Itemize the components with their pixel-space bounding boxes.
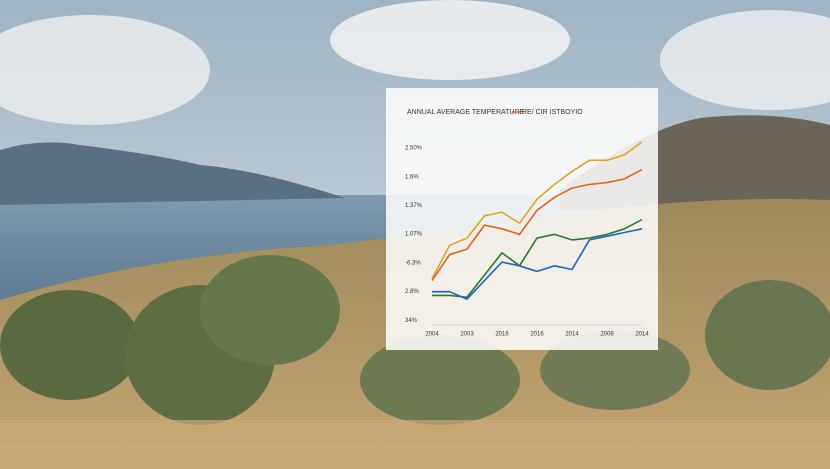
- x-tick-label: 2016: [495, 332, 509, 338]
- series-line: [431, 141, 643, 280]
- y-axis-label: 1.6%: [405, 174, 419, 180]
- y-axis-label: -6.3%: [405, 260, 421, 266]
- series-line: [431, 168, 643, 282]
- chart-title: ANNUAL AVERAGE TEMPERATURE: [407, 109, 525, 116]
- y-axis-label: 2.8%: [405, 289, 419, 295]
- series-line: [432, 218, 643, 299]
- series-line: [432, 228, 643, 300]
- x-tick-label: 2016: [530, 332, 544, 338]
- y-axis-label: 1.07%: [405, 232, 423, 238]
- y-axis-label: 1.37%: [405, 203, 423, 209]
- x-tick-label: 2014: [635, 332, 649, 338]
- y-axis-label: 2.50%: [405, 146, 423, 152]
- x-tick-label: 2008: [600, 332, 614, 338]
- x-tick-label: 2003: [460, 332, 474, 338]
- legend-label: RE/ CIR ISTBOYIO: [522, 109, 583, 116]
- x-tick-label: 2014: [565, 332, 579, 338]
- y-axis-label: 34%: [405, 318, 418, 324]
- x-tick-label: 2004: [425, 332, 439, 338]
